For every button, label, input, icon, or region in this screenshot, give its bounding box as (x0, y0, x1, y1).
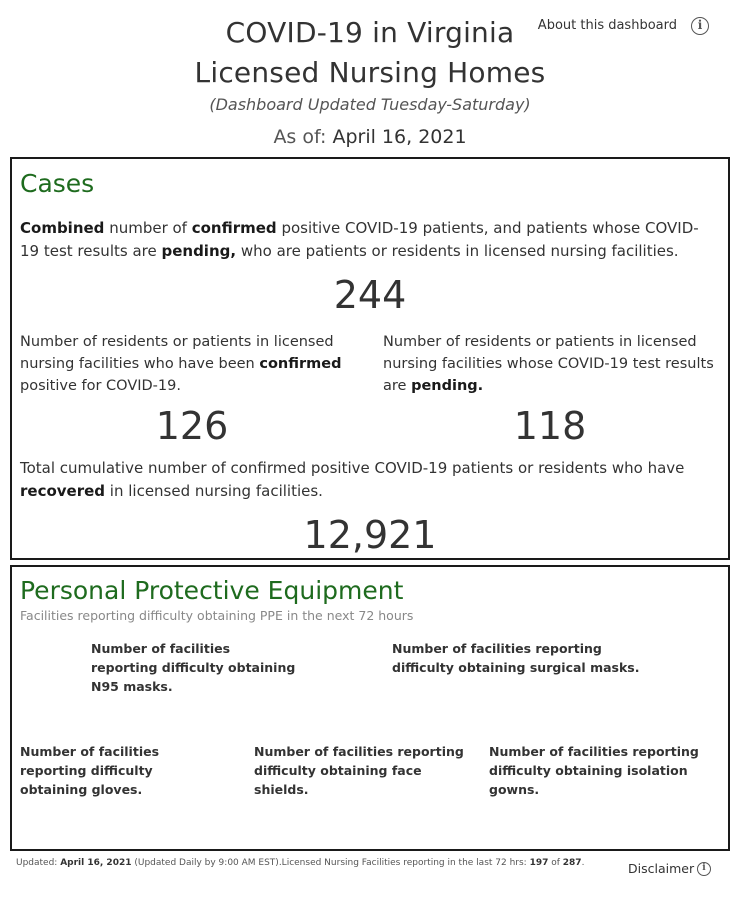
ppe-gloves-label: Number of facilities reporting difficult… (20, 744, 160, 797)
pending-description: Number of residents or patients in licen… (383, 334, 714, 394)
confirmed-description: Number of residents or patients in licen… (20, 334, 342, 394)
pending-count: 118 (513, 404, 587, 448)
recovered-description: Total cumulative number of confirmed pos… (20, 459, 685, 500)
cases-title: Cases (20, 169, 95, 198)
disclaimer-info-icon[interactable]: i (697, 862, 711, 876)
footer-update-note: Updated: April 16, 2021 (Updated Daily b… (16, 858, 585, 868)
info-icon[interactable]: i (691, 17, 709, 35)
as-of-label: As of: (273, 126, 327, 148)
as-of-date: As of: April 16, 2021 (150, 126, 590, 148)
confirmed-count: 126 (155, 404, 229, 448)
ppe-panel: Personal Protective Equipment Facilities… (10, 565, 730, 851)
page-subtitle: (Dashboard Updated Tuesday-Saturday) (209, 95, 531, 114)
ppe-gowns-label: Number of facilities reporting difficult… (489, 744, 699, 797)
disclaimer-link[interactable]: Disclaimer (628, 861, 695, 876)
ppe-n95-label: Number of facilities reporting difficult… (91, 641, 296, 694)
ppe-subtitle: Facilities reporting difficulty obtainin… (20, 608, 414, 623)
ppe-face-shields-label: Number of facilities reporting difficult… (254, 744, 464, 797)
cases-panel: Cases Combined number of confirmed posit… (10, 157, 730, 560)
page-title-line2: Licensed Nursing Homes (194, 56, 546, 89)
about-dashboard-link[interactable]: About this dashboard (537, 18, 677, 33)
recovered-count: 12,921 (303, 513, 437, 557)
page-title-line1: COVID-19 in Virginia (225, 16, 515, 49)
ppe-surgical-label: Number of facilities reporting difficult… (392, 641, 640, 675)
combined-description: Combined number of confirmed positive CO… (20, 219, 699, 260)
ppe-title: Personal Protective Equipment (20, 576, 404, 605)
combined-count: 244 (333, 273, 407, 317)
as-of-value: April 16, 2021 (332, 126, 467, 148)
